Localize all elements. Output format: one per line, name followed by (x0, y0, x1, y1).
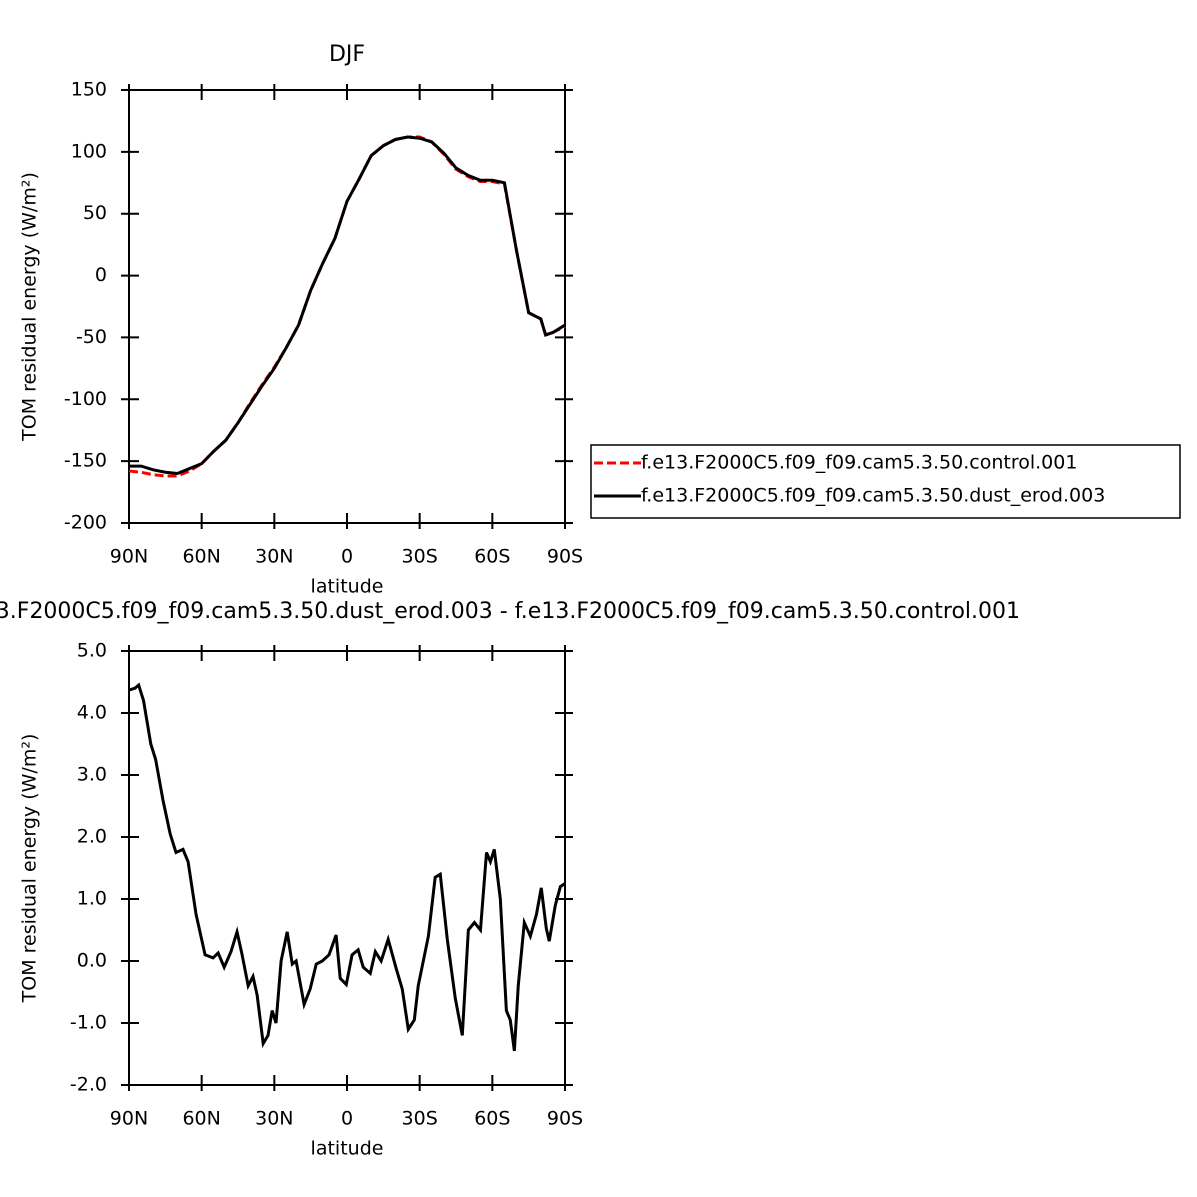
series-line (129, 135, 566, 476)
y-axis-label: TOM residual energy (W/m²) (19, 734, 41, 1004)
y-tick-label: 50 (83, 202, 107, 224)
series-line (128, 135, 566, 478)
y-axis-label: TOM residual energy (W/m²) (19, 172, 41, 442)
y-tick-label: 1.0 (77, 888, 107, 910)
y-tick-label: -50 (76, 326, 107, 348)
x-tick-label: 0 (341, 546, 353, 568)
y-tick-label: 0.0 (77, 950, 107, 972)
legend-box (590, 444, 1181, 519)
x-tick-label: 90S (547, 546, 583, 568)
series-line (128, 682, 566, 1052)
chart-title: DJF (329, 42, 365, 67)
y-tick-label: -150 (64, 450, 107, 472)
y-tick-label: 0 (95, 264, 107, 286)
y-tick-label: -1.0 (70, 1012, 107, 1034)
y-tick-label: 150 (71, 79, 107, 101)
x-tick-label: 30N (255, 1108, 293, 1130)
y-tick-label: 100 (71, 140, 107, 162)
y-tick-label: 5.0 (77, 640, 107, 662)
legend-label: f.e13.F2000C5.f09_f09.cam5.3.50.dust_ero… (641, 485, 1105, 507)
x-tick-label: 60N (182, 1108, 220, 1130)
y-tick-label: -100 (64, 388, 107, 410)
x-tick-label: 90S (547, 1108, 583, 1130)
x-axis-label: latitude (311, 1138, 384, 1160)
x-tick-label: 60S (474, 546, 510, 568)
y-tick-label: 2.0 (77, 826, 107, 848)
x-tick-label: 30S (402, 1108, 438, 1130)
x-tick-label: 90N (110, 1108, 148, 1130)
x-tick-label: 60N (182, 546, 220, 568)
plot-frame (128, 650, 566, 1086)
plot-frame (128, 89, 566, 524)
y-tick-label: -200 (64, 512, 107, 534)
x-tick-label: 0 (341, 1108, 353, 1130)
x-axis-label: latitude (311, 576, 384, 598)
y-tick-label: -2.0 (70, 1074, 107, 1096)
y-tick-label: 4.0 (77, 702, 107, 724)
x-tick-label: 60S (474, 1108, 510, 1130)
legend-label: f.e13.F2000C5.f09_f09.cam5.3.50.control.… (641, 452, 1077, 474)
x-tick-label: 90N (110, 546, 148, 568)
x-tick-label: 30S (402, 546, 438, 568)
x-tick-label: 30N (255, 546, 293, 568)
y-tick-label: 3.0 (77, 764, 107, 786)
chart-title: f.e13.F2000C5.f09_f09.cam5.3.50.dust_ero… (0, 599, 1020, 624)
